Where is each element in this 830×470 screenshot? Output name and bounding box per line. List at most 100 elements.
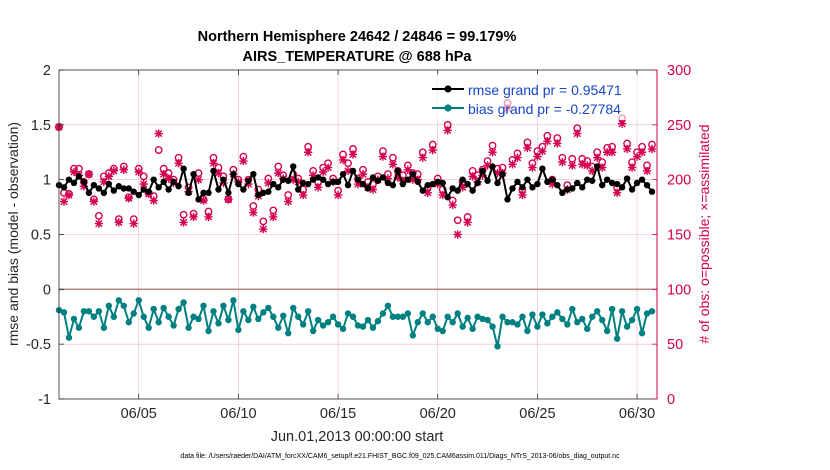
rmse-point [200,189,207,197]
obs-assimilated-marker [488,148,497,157]
bias-point [285,330,292,337]
bias-point [454,310,461,317]
rmse-point [474,179,481,187]
bias-point [100,324,108,331]
bias-point [623,323,631,330]
obs-possible-marker [139,172,148,181]
bias-point [115,297,123,304]
obs-assimilated-marker [523,143,532,153]
obs-assimilated-marker [284,197,293,206]
obs-possible-marker [154,146,163,154]
bias-point [314,316,322,324]
obs-assimilated-marker [573,129,582,138]
rmse-point [135,191,142,199]
obs-assimilated-marker [299,190,308,200]
rmse-point [270,180,277,188]
rmse-point [409,170,417,178]
y2-tick-label: 200 [667,173,691,189]
bias-point [594,308,601,315]
bias-point [205,327,212,335]
rmse-point [608,179,616,187]
obs-assimilated-marker [204,212,213,222]
bias-point [145,324,152,331]
bias-point [155,319,162,326]
obs-assimilated-marker [617,119,627,128]
bias-point [603,327,611,335]
bias-point [469,325,476,333]
obs-assimilated-marker [483,161,492,170]
axes: -1 -0.5 0 0.5 1 1.5 2 0 50 100 150 200 250 300 06/05 06… [26,63,691,422]
rmse-point [648,188,656,195]
bias-point [564,321,571,328]
bias-point [414,319,421,326]
bias-point [549,313,556,320]
bias-point [180,299,187,306]
rmse-point [309,176,317,183]
bias-point [374,317,382,325]
obs-assimilated-marker [583,161,592,170]
rmse-point [389,181,397,189]
obs-assimilated-marker [338,155,348,165]
bias-point [519,313,526,320]
bias-point [135,297,142,304]
rmse-point [245,177,252,184]
obs-assimilated-marker [533,152,542,161]
legend-rmse-marker [444,85,452,93]
obs-assimilated-marker [313,183,323,192]
rmse-point [285,177,292,184]
rmse-point [354,176,362,183]
bias-point [175,305,182,313]
rmse-point [534,180,541,188]
obs-assimilated-marker [79,182,89,191]
rmse-point [65,176,73,183]
bias-point [544,320,551,327]
bias-point [329,313,337,320]
rmse-point [210,167,217,175]
bias-point [424,319,431,326]
bias-point [514,321,521,328]
rmse-point [150,176,157,183]
obs-assimilated-marker [423,188,432,197]
bias-point [265,304,272,312]
obs-assimilated-marker [548,179,557,189]
obs-assimilated-marker [428,145,437,155]
bias-point [125,319,132,326]
rmse-point [519,184,526,191]
x-tick-label: 06/25 [519,406,555,422]
bias-point [524,327,531,335]
footer-file-path: data file: /Users/raeder/DAI/ATM_forcXX/… [180,453,620,460]
rmse-point [529,184,536,191]
obs-assimilated-marker [154,129,163,138]
bias-point [304,308,312,315]
obs-assimilated-marker [259,224,268,234]
bias-point [574,319,581,326]
bias-point [295,313,302,320]
rmse-point [564,186,571,193]
bias-point [90,313,98,320]
bias-point [534,323,541,330]
rmse-point [594,163,601,170]
rmse-point [115,183,123,190]
bias-point [439,327,446,335]
bias-point [499,313,506,320]
bias-point [240,308,247,315]
rmse-point [275,184,282,191]
obs-assimilated-marker [398,176,408,185]
rmse-point [359,180,367,188]
bias-point [584,325,591,333]
y-tick-label: 2 [43,63,51,79]
obs-assimilated-marker [348,150,358,159]
rmse-point [160,178,167,186]
rmse-point [155,184,162,191]
rmse-point [220,176,227,183]
obs-assimilated-marker [249,208,258,217]
rmse-point [260,189,267,197]
bias-point [504,319,511,326]
rmse-point [598,181,606,189]
rmse-point [165,186,172,193]
x-tick-label: 06/05 [121,406,157,422]
y-axis-label: rmse and bias (model - observation) [5,122,21,346]
obs-possible-marker [269,206,278,215]
rmse-point [579,184,586,191]
obs-assimilated-marker [194,175,203,184]
